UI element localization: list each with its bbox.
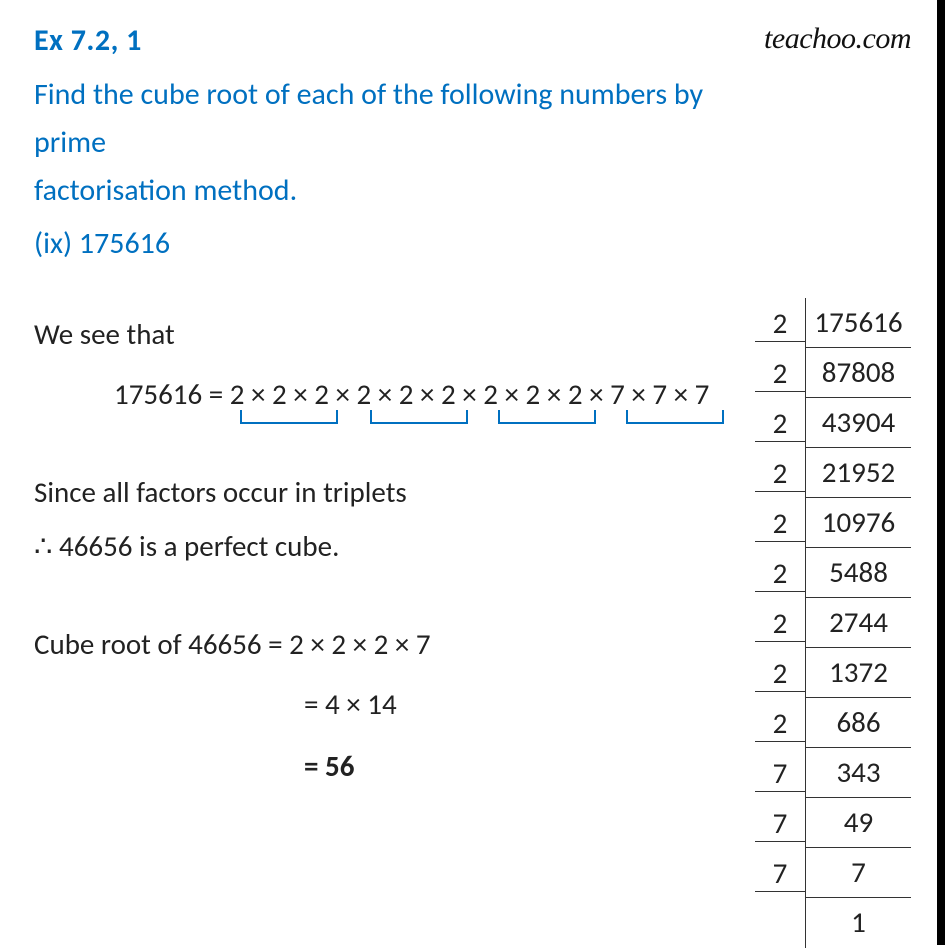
division-row: 7343 — [755, 748, 911, 798]
division-row: 2175616 — [755, 298, 911, 348]
division-row: 21372 — [755, 648, 911, 698]
cube-root-line: Cube root of 46656 = 2 × 2 × 2 × 7 — [34, 626, 774, 662]
dividend-cell: 686 — [805, 698, 911, 748]
dividend-cell: 43904 — [805, 398, 911, 448]
since-line: Since all factors occur in triplets — [34, 474, 774, 510]
therefore-line: ∴ 46656 is a perfect cube. — [34, 528, 774, 564]
question-line-1: Find the cube root of each of the follow… — [34, 76, 703, 161]
triplet-bracket — [370, 410, 468, 424]
question-line-2: factorisation method. — [34, 172, 297, 209]
final-answer: = 56 — [304, 748, 774, 784]
part-label: (ix) 175616 — [34, 225, 774, 262]
content-area: Find the cube root of each of the follow… — [34, 71, 774, 784]
triplet-bracket — [240, 410, 338, 424]
divisor-cell: 2 — [755, 705, 805, 742]
divisor-cell: 2 — [755, 505, 805, 542]
division-row: 210976 — [755, 498, 911, 548]
prime-division-ladder: 2175616287808243904221952210976254882274… — [755, 298, 911, 948]
dividend-cell: 87808 — [805, 348, 911, 398]
header-row: Ex 7.2, 1 teachoo.com — [34, 22, 911, 59]
division-row: 749 — [755, 798, 911, 848]
factorization-row: 175616 = 2 × 2 × 2 × 2 × 2 × 2 × 2 × 2 ×… — [114, 376, 774, 412]
division-row: 25488 — [755, 548, 911, 598]
factor-eq: = — [209, 376, 223, 412]
division-row: 243904 — [755, 398, 911, 448]
divisor-cell: 2 — [755, 655, 805, 692]
triplet-bracket — [498, 410, 596, 424]
factor-list: 2 × 2 × 2 × 2 × 2 × 2 × 2 × 2 × 2 × 7 × … — [230, 376, 710, 412]
dividend-cell: 1372 — [805, 648, 911, 698]
divisor-cell: 7 — [755, 805, 805, 842]
divisor-cell: 2 — [755, 605, 805, 642]
factor-lhs: 175616 — [114, 376, 202, 412]
dividend-cell: 7 — [805, 848, 911, 898]
we-see-label: We see that — [34, 316, 774, 352]
triplet-brackets — [240, 410, 774, 434]
dividend-cell: 1 — [805, 898, 911, 948]
page: Ex 7.2, 1 teachoo.com Find the cube root… — [0, 0, 945, 945]
divisor-cell: 2 — [755, 405, 805, 442]
dividend-cell: 49 — [805, 798, 911, 848]
division-row: 2686 — [755, 698, 911, 748]
dividend-cell: 343 — [805, 748, 911, 798]
divisor-cell: 2 — [755, 355, 805, 392]
division-row: 221952 — [755, 448, 911, 498]
question-text: Find the cube root of each of the follow… — [34, 71, 774, 215]
divisor-cell: 2 — [755, 305, 805, 342]
dividend-cell: 21952 — [805, 448, 911, 498]
brand-logo: teachoo.com — [764, 22, 911, 56]
division-row: 77 — [755, 848, 911, 898]
dividend-cell: 5488 — [805, 548, 911, 598]
dividend-cell: 10976 — [805, 498, 911, 548]
dividend-cell: 175616 — [805, 298, 911, 348]
divisor-cell: 7 — [755, 755, 805, 792]
exercise-title: Ex 7.2, 1 — [34, 22, 142, 59]
triplet-bracket — [626, 410, 724, 424]
divisor-cell: 2 — [755, 455, 805, 492]
dividend-cell: 2744 — [805, 598, 911, 648]
division-row: 22744 — [755, 598, 911, 648]
division-row: 287808 — [755, 348, 911, 398]
step-2: = 4 × 14 — [304, 686, 774, 722]
division-row: 1 — [755, 898, 911, 948]
divisor-cell: 7 — [755, 855, 805, 892]
divisor-cell: 2 — [755, 555, 805, 592]
